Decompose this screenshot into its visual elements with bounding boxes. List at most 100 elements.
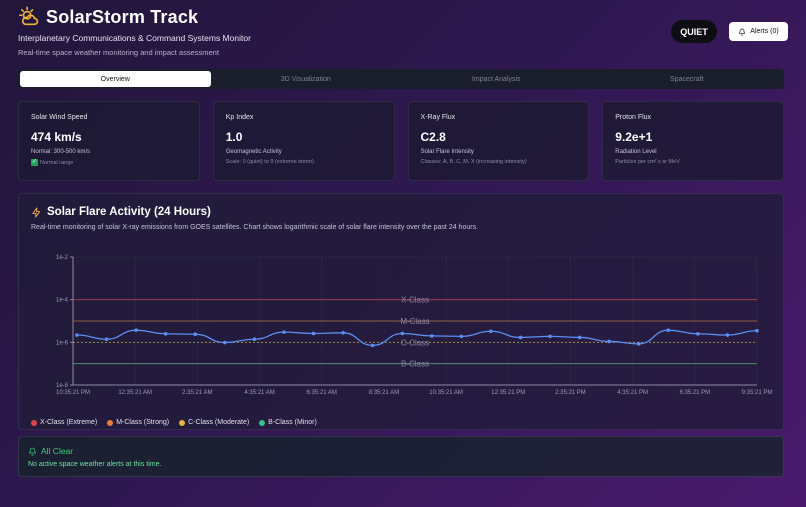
series-line bbox=[76, 329, 758, 347]
card-description: Radiation Level bbox=[615, 149, 657, 155]
data-point bbox=[134, 328, 138, 333]
x-tick-label: 2:35:21 AM bbox=[182, 390, 212, 396]
app-title: SolarStorm Track bbox=[46, 6, 199, 27]
legend-label: C-Class (Moderate) bbox=[188, 419, 250, 426]
threshold-label: X-Class bbox=[401, 296, 429, 305]
alert-title: All Clear bbox=[41, 446, 74, 456]
legend-b-class: B-Class (Minor) bbox=[259, 419, 317, 426]
alert-header: All Clear bbox=[28, 446, 73, 456]
x-tick-label: 10:35:21 PM bbox=[56, 390, 90, 396]
check-icon: ✓ bbox=[31, 159, 38, 166]
data-point bbox=[636, 342, 641, 346]
data-point bbox=[429, 334, 434, 338]
data-point bbox=[666, 328, 671, 333]
alerts-button[interactable]: Alerts (0) bbox=[729, 22, 788, 41]
xray-flux-card: X-Ray Flux C2.8 Solar Flare Intensity Cl… bbox=[407, 101, 590, 181]
x-tick-label: 2:35:21 PM bbox=[555, 390, 586, 396]
legend-swatch bbox=[31, 419, 37, 426]
y-tick-label: 1e-6 bbox=[56, 340, 69, 346]
data-point bbox=[341, 330, 345, 335]
chart-title: Solar Flare Activity (24 Hours) bbox=[47, 206, 211, 218]
y-tick-label: 1e-8 bbox=[56, 383, 69, 389]
data-point bbox=[370, 343, 375, 348]
card-title: Solar Wind Speed bbox=[31, 114, 88, 121]
alert-message: No active space weather alerts at this t… bbox=[28, 461, 162, 468]
card-note: Classes: A, B, C, M, X (increasing inten… bbox=[420, 159, 527, 165]
legend-x-class: X-Class (Extreme) bbox=[31, 419, 97, 426]
card-value: 474 km/s bbox=[31, 130, 82, 144]
legend-swatch bbox=[179, 419, 186, 426]
chart-description: Real-time monitoring of solar X-ray emis… bbox=[31, 224, 479, 231]
legend-label: X-Class (Extreme) bbox=[40, 419, 98, 426]
data-point bbox=[577, 335, 582, 340]
x-tick-label: 4:35:21 AM bbox=[244, 390, 274, 396]
proton-flux-card: Proton Flux 9.2e+1 Radiation Level Parti… bbox=[602, 101, 784, 181]
tab-bar: Overview 3D Visualization Impact Analysi… bbox=[18, 69, 784, 89]
chart-header: Solar Flare Activity (24 Hours) bbox=[31, 206, 211, 218]
solar-wind-card: Solar Wind Speed 474 km/s Normal: 300-50… bbox=[18, 101, 200, 181]
card-note: Particles per cm² s sr MeV bbox=[615, 159, 680, 165]
x-tick-label: 4:35:21 PM bbox=[617, 390, 648, 396]
x-tick-label: 12:35:21 AM bbox=[118, 390, 152, 396]
app-tagline: Real-time space weather monitoring and i… bbox=[18, 48, 219, 57]
card-value: 9.2e+1 bbox=[615, 130, 653, 144]
metric-cards: Solar Wind Speed 474 km/s Normal: 300-50… bbox=[18, 101, 784, 181]
tab-impact-analysis[interactable]: Impact Analysis bbox=[471, 75, 521, 83]
data-point bbox=[518, 335, 523, 340]
x-tick-label: 12:35:21 PM bbox=[491, 390, 525, 396]
data-point bbox=[193, 332, 198, 337]
lightning-icon bbox=[32, 206, 41, 218]
y-tick-label: 1e-2 bbox=[56, 255, 69, 261]
x-tick-label: 8:35:21 AM bbox=[369, 390, 399, 396]
tab-3d-visualization[interactable]: 3D Visualization bbox=[280, 75, 331, 83]
y-tick-label: 1e-4 bbox=[56, 298, 69, 304]
legend-label: B-Class (Minor) bbox=[268, 419, 317, 426]
threshold-label: C-Class bbox=[401, 338, 429, 347]
legend-label: M-Class (Strong) bbox=[116, 419, 170, 426]
alert-status-box: All Clear No active space weather alerts… bbox=[18, 436, 784, 477]
legend-c-class: C-Class (Moderate) bbox=[179, 419, 249, 426]
app-subtitle: Interplanetary Communications & Command … bbox=[18, 33, 251, 43]
status-badge: QUIET bbox=[671, 20, 717, 43]
kp-index-card: Kp Index 1.0 Geomagnetic Activity Scale:… bbox=[212, 101, 395, 181]
tab-overview[interactable]: Overview bbox=[20, 71, 211, 87]
card-description: Normal: 300-500 km/s bbox=[31, 149, 91, 155]
threshold-label: M-Class bbox=[400, 317, 429, 326]
chart-legend: X-Class (Extreme) M-Class (Strong) C-Cla… bbox=[31, 419, 317, 426]
card-title: Kp Index bbox=[225, 114, 254, 121]
card-description: Geomagnetic Activity bbox=[225, 149, 282, 155]
alerts-button-label: Alerts (0) bbox=[750, 28, 779, 35]
data-point bbox=[755, 328, 759, 333]
threshold-label: B-Class bbox=[401, 360, 429, 369]
data-point bbox=[725, 333, 730, 337]
legend-m-class: M-Class (Strong) bbox=[107, 419, 169, 426]
x-tick-label: 9:35:21 PM bbox=[742, 390, 773, 396]
legend-swatch bbox=[259, 419, 266, 426]
data-point bbox=[104, 337, 109, 342]
card-note: ✓ Normal range bbox=[31, 159, 187, 166]
card-value: C2.8 bbox=[420, 130, 446, 144]
x-tick-label: 6:35:21 AM bbox=[307, 390, 337, 396]
solar-flare-panel: 10:35:21 PM 12:35:21 AM 2:35:21 AM 4:35:21 … bbox=[18, 193, 784, 430]
card-title: X-Ray Flux bbox=[420, 114, 456, 121]
card-value: 1.0 bbox=[225, 130, 243, 144]
solar-flare-chart: 10:35:21 PM 12:35:21 AM 2:35:21 AM 4:35:21 … bbox=[56, 255, 773, 396]
sun-cloud-icon bbox=[19, 6, 39, 26]
bell-icon bbox=[739, 28, 746, 36]
card-note: Scale: 0 (quiet) to 9 (extreme storm) bbox=[225, 159, 314, 165]
card-title: Proton Flux bbox=[615, 114, 652, 121]
card-description: Solar Flare Intensity bbox=[420, 149, 474, 155]
legend-swatch bbox=[107, 419, 114, 426]
tab-spacecraft[interactable]: Spacecraft bbox=[670, 75, 704, 83]
header: SolarStorm Track Interplanetary Communic… bbox=[18, 6, 788, 64]
data-point bbox=[548, 334, 552, 339]
bell-icon bbox=[28, 447, 37, 456]
data-point bbox=[163, 332, 168, 336]
data-point bbox=[75, 333, 79, 337]
data-point bbox=[696, 332, 700, 336]
data-point bbox=[223, 340, 227, 345]
x-tick-label: 6:35:21 PM bbox=[679, 390, 710, 396]
data-point bbox=[252, 337, 257, 342]
data-point bbox=[311, 331, 316, 336]
data-point bbox=[459, 334, 464, 339]
